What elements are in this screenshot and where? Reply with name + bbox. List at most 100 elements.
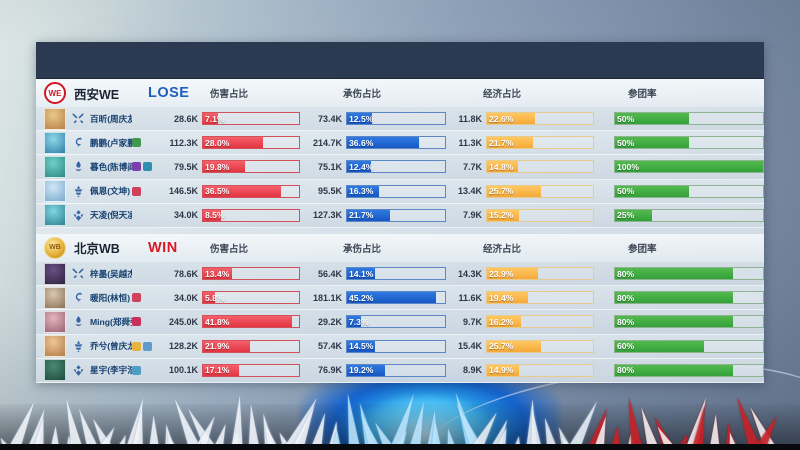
gold-value: 7.9K (462, 210, 482, 221)
dmg-bar-track: 21.9% (202, 339, 300, 353)
taken-bar-track: 21.7% (346, 208, 446, 222)
taken-bar-fill (347, 209, 390, 221)
dmg-bar-fill (203, 340, 250, 352)
player-row[interactable]: 乔兮(曾庆龙) 128.2K 21.9% 57.4K 14.5% 15.4K 25.7% 60… (36, 334, 764, 359)
player-row[interactable]: 星宇(李宇浩) 100.1K 17.1% 76.9K 19.2% 8.9K 14.9% 80% (36, 358, 764, 383)
taken-percent: 45.2% (349, 292, 374, 303)
gold-percent: 14.9% (489, 365, 514, 376)
player-badges (132, 186, 158, 196)
award-badge-icon (143, 162, 153, 172)
player-name: 佩恩(文坤) (90, 186, 131, 197)
taken-cell: 75.1K 12.4% (300, 160, 446, 174)
player-row[interactable]: 鹏鹏(卢家鹏) 112.3K 28.0% 214.7K 36.6% 11.3K 21.7% 5… (36, 131, 764, 156)
taken-percent: 7.3% (349, 316, 369, 327)
dmg-bar-track: 28.0% (202, 136, 300, 150)
gold-bar-track: 15.2% (486, 208, 594, 222)
taken-cell: 76.9K 19.2% (300, 363, 446, 377)
taken-value: 75.1K (317, 161, 342, 172)
dmg-percent: 36.5% (205, 186, 230, 197)
part-bar-fill (615, 268, 734, 280)
taken-percent: 12.5% (349, 113, 374, 124)
gold-cell: 9.7K 16.2% (446, 315, 594, 329)
avatar (44, 286, 66, 309)
dmg-bar-fill (203, 113, 219, 125)
gold-value: 9.7K (462, 316, 482, 327)
gold-value: 13.4K (457, 186, 482, 197)
part-cell: 100% (594, 160, 764, 174)
mid-arrow-icon (66, 160, 90, 173)
player-row[interactable]: 暮色(陈博阎) 79.5K 19.8% 75.1K 12.4% 7.7K 14.8% 100% (36, 155, 764, 180)
gold-bar-fill (487, 316, 522, 328)
gold-percent: 19.4% (489, 292, 514, 303)
gold-percent: 23.9% (489, 268, 514, 279)
award-badge-icon (132, 365, 142, 375)
artwork-base-shadow (0, 404, 800, 450)
gold-percent: 14.8% (489, 161, 514, 172)
gold-bar-track: 19.4% (486, 291, 594, 305)
part-bar-track: 100% (614, 160, 764, 174)
gold-bar-track: 21.7% (486, 136, 594, 150)
taken-bar-track: 12.4% (346, 160, 446, 174)
gold-value: 15.4K (457, 341, 482, 352)
taken-percent: 16.3% (349, 186, 374, 197)
player-row[interactable]: 佩恩(文坤) 146.5K 36.5% 95.5K 16.3% 13.4K 25.7% 50% (36, 179, 764, 204)
avatar (44, 155, 66, 178)
taken-bar-fill (347, 292, 436, 304)
part-bar-track: 80% (614, 363, 764, 377)
part-cell: 80% (594, 315, 764, 329)
player-row[interactable]: 天凌(倪天凌) 34.0K 8.5% 127.3K 21.7% 7.9K 15.2% 25% (36, 203, 764, 228)
part-bar-fill (615, 292, 734, 304)
dmg-value: 146.5K (168, 186, 198, 197)
player-row[interactable]: 百昕(周庆友) 28.6K 7.1% 73.4K 12.5% 11.8K 22.6% 50% (36, 107, 764, 132)
dmg-bar-fill (203, 316, 293, 328)
award-badge-icon (132, 293, 142, 303)
taken-cell: 127.3K 21.7% (300, 208, 446, 222)
gold-bar-track: 22.6% (486, 112, 594, 126)
support-icon (66, 209, 90, 222)
avatar (44, 204, 66, 227)
taken-bar-fill (347, 268, 375, 280)
dmg-cell: 112.3K 28.0% (158, 136, 300, 150)
part-cell: 80% (594, 363, 764, 377)
avatar (44, 107, 66, 130)
gold-cell: 14.3K 23.9% (446, 267, 594, 281)
dmg-bar-track: 13.4% (202, 267, 300, 281)
part-bar-fill (615, 209, 652, 221)
part-bar-fill (615, 364, 734, 376)
taken-cell: 181.1K 45.2% (300, 291, 446, 305)
team-header: WE 西安WE LOSE 伤害占比 承伤占比 经济占比 参团率 (36, 79, 764, 107)
column-header-participation: 参团率 (628, 89, 657, 100)
part-bar-track: 60% (614, 339, 764, 353)
taken-value: 57.4K (317, 341, 342, 352)
dmg-bar-track: 17.1% (202, 363, 300, 377)
taken-bar-fill (347, 113, 372, 125)
player-row[interactable]: Ming(郑舜弦) 245.0K 41.8% 29.2K 7.3% 9.7K 16.2% 80… (36, 310, 764, 335)
dmg-percent: 17.1% (205, 365, 230, 376)
dmg-value: 112.3K (169, 137, 198, 148)
part-bar-track: 80% (614, 315, 764, 329)
dmg-percent: 8.5% (205, 210, 225, 221)
player-badges (132, 293, 158, 303)
player-name: 暖阳(林恒) (90, 292, 131, 303)
player-row[interactable]: 梓墨(吴越杰) 78.6K 13.4% 56.4K 14.1% 14.3K 23.9% 80% (36, 261, 764, 287)
taken-bar-track: 14.5% (346, 339, 446, 353)
player-name: 暮色(陈博阎) (90, 161, 133, 172)
part-percent: 80% (617, 316, 635, 327)
column-header-damage-taken: 承伤占比 (343, 243, 382, 255)
jungle-swirl-icon (66, 291, 90, 304)
gold-cell: 11.6K 19.4% (446, 291, 594, 305)
team-result-badge: WIN (148, 239, 178, 256)
taken-cell: 57.4K 14.5% (300, 339, 446, 353)
taken-bar-track: 16.3% (346, 184, 446, 198)
adc-icon (66, 340, 90, 353)
armor-shard (229, 394, 247, 450)
gold-percent: 21.7% (489, 137, 514, 148)
gold-cell: 13.4K 25.7% (446, 184, 594, 198)
award-badge-icon (132, 341, 142, 351)
gold-cell: 8.9K 14.9% (446, 363, 594, 377)
player-row[interactable]: 暖阳(林恒) 34.0K 5.8% 181.1K 45.2% 11.6K 19.4% 80% (36, 286, 764, 311)
part-percent: 80% (617, 365, 635, 376)
panel-title-bar (36, 42, 764, 79)
taken-value: 127.3K (312, 210, 342, 221)
part-bar-fill (615, 316, 734, 328)
